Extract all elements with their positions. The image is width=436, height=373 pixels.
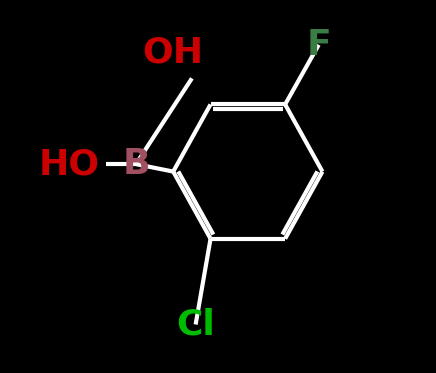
- Text: F: F: [307, 28, 331, 62]
- Text: HO: HO: [38, 147, 99, 181]
- Text: Cl: Cl: [176, 307, 215, 342]
- Text: OH: OH: [143, 35, 204, 69]
- Text: B: B: [122, 147, 150, 181]
